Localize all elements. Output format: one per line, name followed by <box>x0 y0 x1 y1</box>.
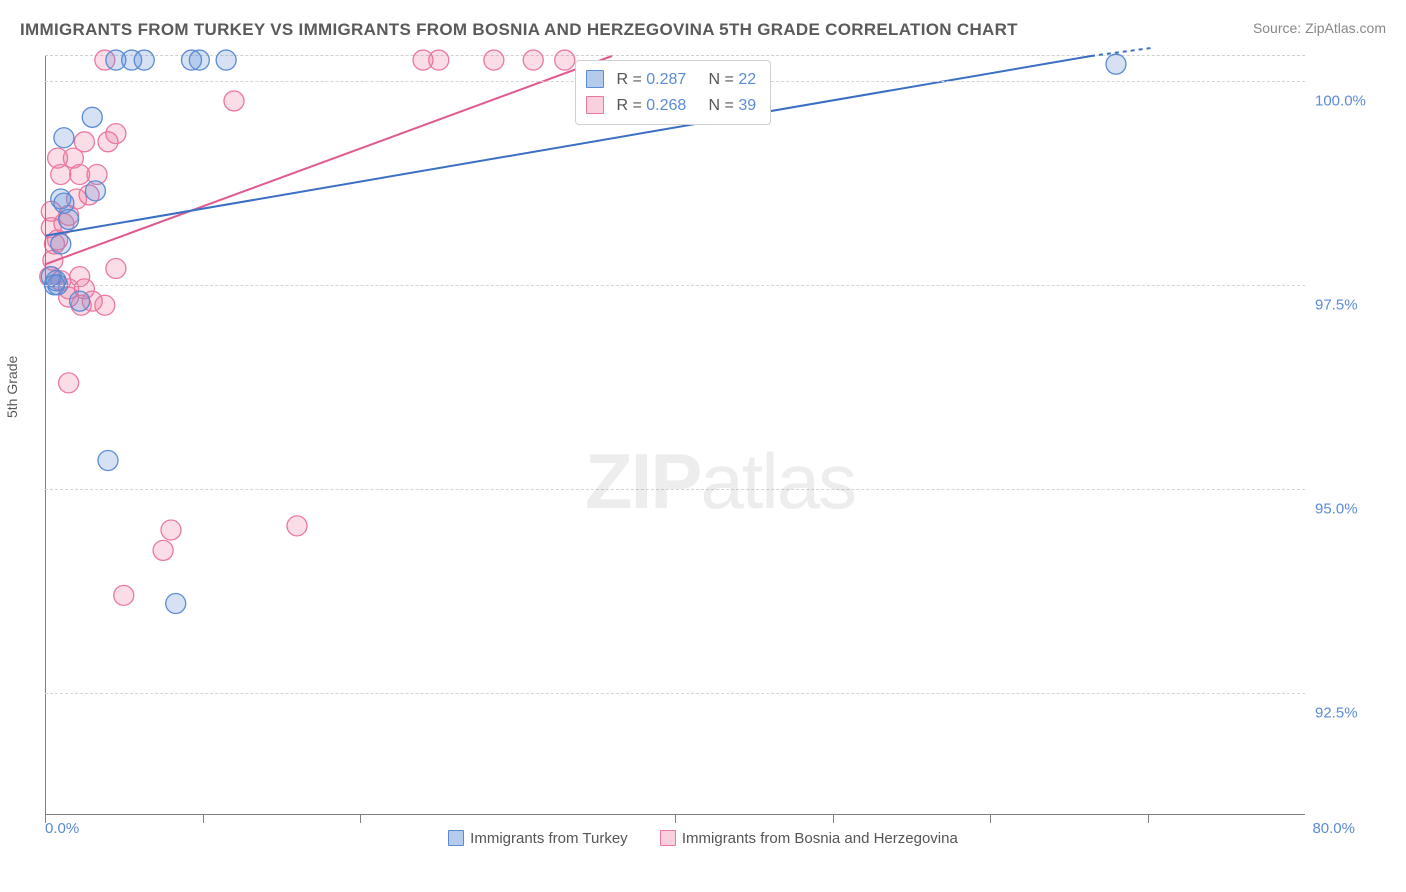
gridline <box>45 285 1305 286</box>
y-tick-label: 95.0% <box>1315 501 1395 518</box>
n-value: 22 <box>738 71 756 88</box>
data-point <box>54 128 74 148</box>
data-point <box>98 451 118 471</box>
y-axis-title: 5th Grade <box>4 356 20 418</box>
data-point <box>63 148 83 168</box>
legend-item-pink: Immigrants from Bosnia and Herzegovina <box>660 830 958 847</box>
r-label: R = <box>616 71 646 88</box>
data-point <box>70 291 90 311</box>
data-point <box>216 50 236 70</box>
data-point <box>484 50 504 70</box>
data-point <box>59 373 79 393</box>
swatch-icon <box>660 830 676 846</box>
y-tick-label: 92.5% <box>1315 705 1395 722</box>
r-value: 0.287 <box>646 71 686 88</box>
data-point <box>59 209 79 229</box>
plot-area: ZIPatlas 92.5%95.0%97.5%100.0% <box>45 55 1305 815</box>
n-label: N = <box>709 97 739 114</box>
y-tick-label: 100.0% <box>1315 92 1395 109</box>
swatch-icon <box>448 830 464 846</box>
corr-row-pink: R = 0.268 N = 39 <box>586 93 756 119</box>
legend-label: Immigrants from Bosnia and Herzegovina <box>682 830 958 847</box>
swatch-icon <box>586 96 604 114</box>
trend-line <box>45 56 1091 236</box>
gridline <box>45 489 1305 490</box>
n-value: 39 <box>738 97 756 114</box>
data-point <box>134 50 154 70</box>
chart-svg <box>45 56 1305 815</box>
data-point <box>224 91 244 111</box>
source-attribution: Source: ZipAtlas.com <box>1253 20 1386 36</box>
data-point <box>161 520 181 540</box>
chart-title: IMMIGRANTS FROM TURKEY VS IMMIGRANTS FRO… <box>20 20 1018 40</box>
source-link[interactable]: ZipAtlas.com <box>1305 20 1386 36</box>
data-point <box>287 516 307 536</box>
data-point <box>114 585 134 605</box>
data-point <box>51 234 71 254</box>
data-point <box>106 124 126 144</box>
legend-label: Immigrants from Turkey <box>470 830 628 847</box>
data-point <box>166 594 186 614</box>
data-point <box>555 50 575 70</box>
data-point <box>429 50 449 70</box>
data-point <box>106 258 126 278</box>
data-point <box>523 50 543 70</box>
data-point <box>189 50 209 70</box>
data-point <box>1106 54 1126 74</box>
data-point <box>85 181 105 201</box>
data-point <box>153 540 173 560</box>
legend: Immigrants from Turkey Immigrants from B… <box>0 830 1406 847</box>
r-label: R = <box>616 97 646 114</box>
data-point <box>70 267 90 287</box>
correlation-box: R = 0.287 N = 22 R = 0.268 N = 39 <box>575 60 771 125</box>
y-tick-label: 97.5% <box>1315 296 1395 313</box>
data-point <box>82 107 102 127</box>
n-label: N = <box>709 71 739 88</box>
trend-line <box>45 56 612 264</box>
swatch-icon <box>586 70 604 88</box>
source-prefix: Source: <box>1253 20 1305 36</box>
legend-item-blue: Immigrants from Turkey <box>448 830 628 847</box>
corr-row-blue: R = 0.287 N = 22 <box>586 67 756 93</box>
r-value: 0.268 <box>646 97 686 114</box>
gridline <box>45 693 1305 694</box>
